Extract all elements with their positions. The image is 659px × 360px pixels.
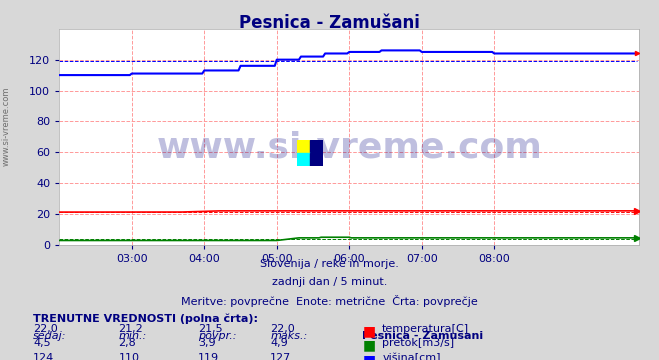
Text: 22,0: 22,0: [270, 324, 295, 334]
Text: www.si-vreme.com: www.si-vreme.com: [2, 86, 11, 166]
Text: TRENUTNE VREDNOSTI (polna črta):: TRENUTNE VREDNOSTI (polna črta):: [33, 313, 258, 324]
Text: Pesnica - Zamušani: Pesnica - Zamušani: [362, 331, 484, 341]
Text: 21,2: 21,2: [119, 324, 144, 334]
Text: temperatura[C]: temperatura[C]: [382, 324, 469, 334]
Bar: [297, 153, 310, 166]
Text: višina[cm]: višina[cm]: [382, 353, 441, 360]
Text: 3,9: 3,9: [198, 338, 215, 348]
Text: 124: 124: [33, 353, 54, 360]
Text: pretok[m3/s]: pretok[m3/s]: [382, 338, 454, 348]
Text: maks.:: maks.:: [270, 331, 308, 341]
Text: 127: 127: [270, 353, 291, 360]
Text: Pesnica - Zamušani: Pesnica - Zamušani: [239, 14, 420, 32]
Bar: [297, 140, 310, 153]
Text: 2,8: 2,8: [119, 338, 136, 348]
Text: 119: 119: [198, 353, 219, 360]
Text: 110: 110: [119, 353, 140, 360]
Text: Slovenija / reke in morje.: Slovenija / reke in morje.: [260, 259, 399, 269]
Text: ■: ■: [362, 324, 376, 338]
Bar: [310, 153, 323, 166]
Bar: [310, 140, 323, 153]
Text: 21,5: 21,5: [198, 324, 222, 334]
Text: 4,9: 4,9: [270, 338, 288, 348]
Text: ■: ■: [362, 338, 376, 352]
Text: min.:: min.:: [119, 331, 147, 341]
Text: zadnji dan / 5 minut.: zadnji dan / 5 minut.: [272, 277, 387, 287]
Text: povpr.:: povpr.:: [198, 331, 236, 341]
Text: 22,0: 22,0: [33, 324, 58, 334]
Text: ■: ■: [362, 353, 376, 360]
Text: www.si-vreme.com: www.si-vreme.com: [156, 131, 542, 165]
Text: sedaj:: sedaj:: [33, 331, 67, 341]
Text: 4,5: 4,5: [33, 338, 51, 348]
Text: Meritve: povprečne  Enote: metrične  Črta: povprečje: Meritve: povprečne Enote: metrične Črta:…: [181, 295, 478, 307]
